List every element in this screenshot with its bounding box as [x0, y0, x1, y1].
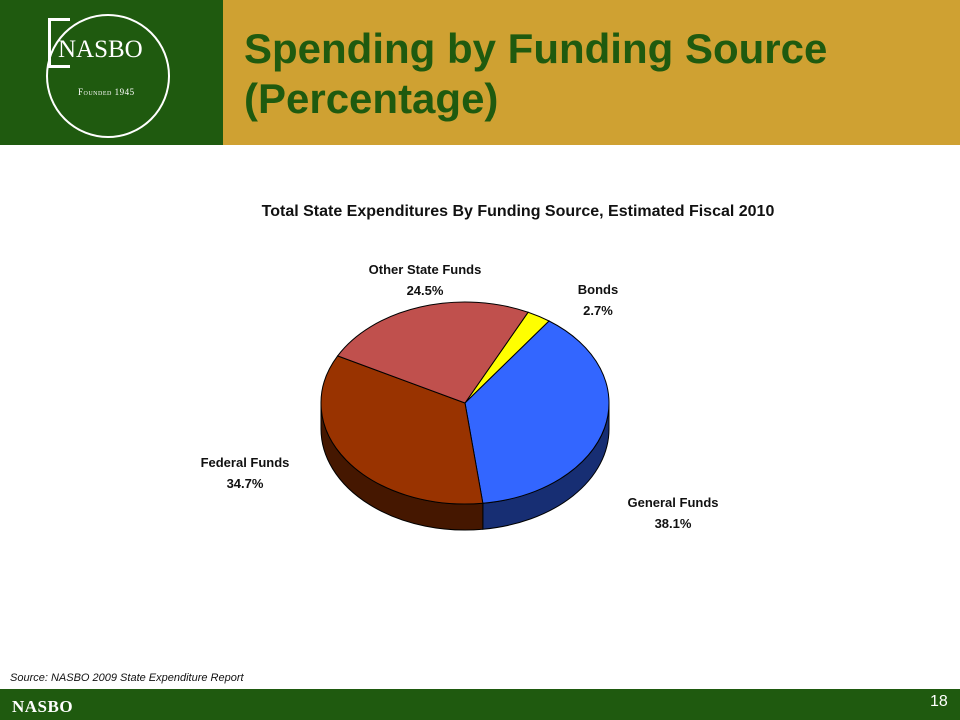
logo-state-outline-icon [48, 18, 70, 68]
slice-value-federal-funds: 34.7% [226, 476, 264, 491]
chart-title: Total State Expenditures By Funding Sour… [261, 203, 775, 220]
pie-slice-general-funds [464, 320, 610, 504]
logo-founded-text: Founded 1945 [78, 87, 135, 97]
slice-value-general-funds: 38.1% [654, 516, 692, 531]
slice-label-general-funds: General Funds 38.1% [593, 492, 753, 534]
slice-name-other-state-funds: Other State Funds [368, 262, 482, 277]
pie-slice-other-state-funds [336, 301, 529, 404]
title-bar [223, 0, 960, 145]
slice-label-bonds: Bonds 2.7% [548, 279, 648, 321]
footer-brand: NASBO [12, 697, 74, 716]
slide-title-line2: (Percentage) [244, 75, 499, 122]
slice-value-bonds: 2.7% [583, 303, 613, 318]
slice-name-general-funds: General Funds [627, 495, 719, 510]
slice-label-other-state-funds: Other State Funds 24.5% [330, 259, 520, 301]
page-number: 18 [930, 693, 948, 710]
footer-bar [0, 689, 960, 720]
pie-slice-federal-funds [320, 355, 484, 505]
slice-name-federal-funds: Federal Funds [200, 455, 290, 470]
slice-value-other-state-funds: 24.5% [406, 283, 444, 298]
slice-name-bonds: Bonds [577, 282, 619, 297]
source-note: Source: NASBO 2009 State Expenditure Rep… [10, 672, 244, 684]
logo-seal [46, 14, 170, 138]
slice-label-federal-funds: Federal Funds 34.7% [165, 452, 325, 494]
slide-title-line1: Spending by Funding Source [244, 25, 828, 72]
slide-title: Spending by Funding Source (Percentage) [244, 24, 944, 124]
logo-wordmark: NASBO [58, 36, 143, 63]
